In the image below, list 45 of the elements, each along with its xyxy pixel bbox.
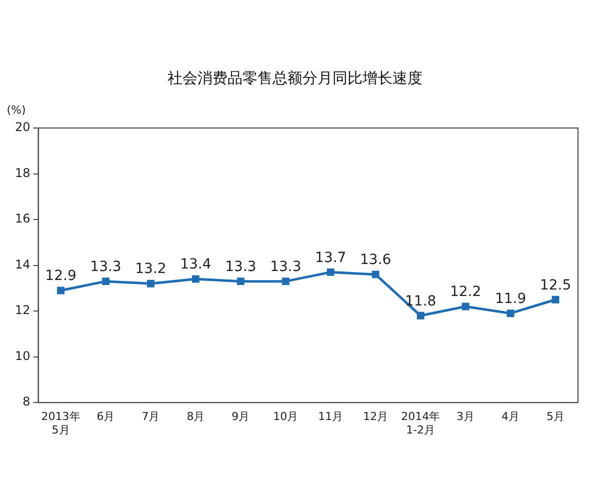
x-tick-label: 8月 <box>186 410 205 424</box>
x-tick-label: 10月 <box>273 410 298 424</box>
chart-title: 社会消费品零售总额分月同比增长速度 <box>168 68 422 87</box>
y-tick-label: 10 <box>14 348 30 363</box>
point <box>372 270 380 278</box>
y-tick-label: 8 <box>22 394 30 409</box>
point <box>282 278 290 286</box>
point <box>506 310 514 318</box>
x-tick-label: 2014年 1-2月 <box>401 410 440 436</box>
y-tick-label: 12 <box>14 303 30 318</box>
point <box>552 296 560 304</box>
point <box>326 268 334 276</box>
x-tick-label: 12月 <box>363 410 388 424</box>
data-label: 13.6 <box>360 252 392 268</box>
data-label: 11.9 <box>494 290 526 307</box>
point <box>236 278 244 286</box>
x-tick-label: 5月 <box>546 410 565 424</box>
x-tick-label: 6月 <box>96 410 115 424</box>
point <box>416 312 424 320</box>
x-tick-label: 4月 <box>502 410 520 424</box>
point <box>102 278 110 286</box>
y-tick-label: 14 <box>14 257 30 272</box>
data-label: 13.4 <box>180 256 212 273</box>
data-label: 13.7 <box>315 250 346 266</box>
y-tick-label: 16 <box>14 212 30 226</box>
data-label: 12.5 <box>540 277 572 294</box>
point <box>146 280 154 288</box>
data-label: 13.3 <box>90 258 122 275</box>
data-label: 12.9 <box>45 268 76 284</box>
y-tick-label: 20 <box>14 120 30 134</box>
x-tick-label: 2013年 5月 <box>41 410 80 436</box>
y-tick-label: 18 <box>14 166 30 180</box>
point <box>462 302 470 310</box>
x-tick-label: 11月 <box>318 410 344 424</box>
data-label: 11.8 <box>404 293 436 310</box>
x-tick-label: 7月 <box>142 410 160 424</box>
x-tick-label: 3月 <box>456 410 475 424</box>
y-axis-title: (%) <box>6 103 26 116</box>
data-label: 13.2 <box>135 261 166 278</box>
data-label: 13.3 <box>270 258 302 275</box>
data-label: 12.2 <box>450 284 482 300</box>
data-label: 13.3 <box>225 258 256 275</box>
point <box>57 286 64 294</box>
point <box>192 275 200 283</box>
x-tick-label: 9月 <box>232 410 250 424</box>
